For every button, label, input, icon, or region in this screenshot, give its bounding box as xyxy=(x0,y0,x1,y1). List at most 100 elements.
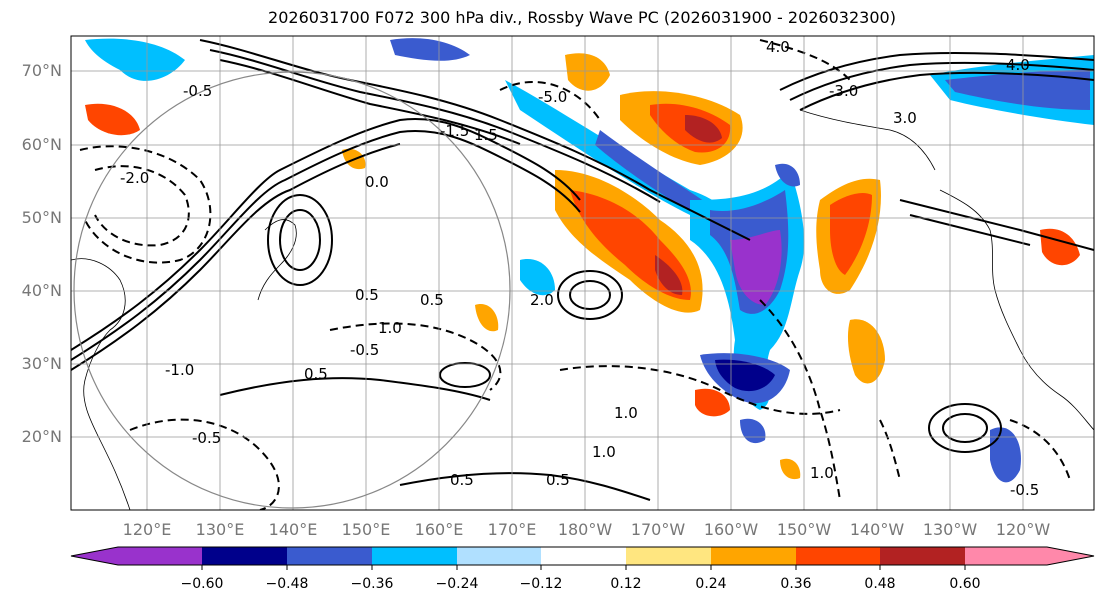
contour-cell-3 xyxy=(279,209,321,271)
colorbar-segment xyxy=(202,547,287,565)
contour-label: -0.5 xyxy=(192,429,221,447)
contour-label: -0.5 xyxy=(350,341,379,359)
coastline-alaska xyxy=(799,109,936,171)
lat-label-60n: 60°N xyxy=(21,135,62,154)
contour-cell-2 xyxy=(557,270,623,320)
colorbar-segment xyxy=(457,547,541,565)
colorbar-segment xyxy=(372,547,457,565)
lat-label-30n: 30°N xyxy=(21,354,62,373)
colorbar-ticks xyxy=(201,565,966,570)
positive-upper-ne xyxy=(565,53,610,91)
map-frame xyxy=(70,35,1095,511)
negative-se xyxy=(990,427,1021,483)
colorbar-segment xyxy=(965,547,1048,565)
colorbar-tick-label: 0.48 xyxy=(864,576,896,592)
lat-label-50n: 50°N xyxy=(21,208,62,227)
positive-east-core xyxy=(830,193,872,275)
positive-northwest xyxy=(85,103,140,136)
contour-label: 0.0 xyxy=(365,173,389,191)
colorbar-segment xyxy=(626,547,711,565)
contour-label: 1.0 xyxy=(810,464,834,482)
coastline-northamerica xyxy=(939,189,1094,431)
negative-northeast-core xyxy=(945,70,1090,110)
contour-labels: -0.5 0.5 -1.0 1.0 -1.5 1.5 -2.0 2.0 -3.0… xyxy=(120,38,1039,499)
negative-south-core xyxy=(715,359,775,392)
contour-label: 1.0 xyxy=(378,319,402,337)
dashed-contour-4 xyxy=(559,365,841,415)
negative-core-west xyxy=(595,130,710,220)
contour-label: -1.5 xyxy=(440,122,469,140)
lon-label-150e: 150°E xyxy=(341,520,391,539)
positive-west-ridge-max xyxy=(655,255,683,295)
dashed-contours xyxy=(79,39,1071,510)
positive-north-max xyxy=(685,115,722,143)
lat-label-20n: 20°N xyxy=(21,427,62,446)
contour-upper-east-2 xyxy=(789,61,1094,101)
dashed-contour-6 xyxy=(879,419,901,481)
colorbar-segment xyxy=(287,547,372,565)
contour-label: -0.5 xyxy=(1010,481,1039,499)
contour-label: 0.5 xyxy=(355,286,379,304)
colorbar-tick-label: −0.60 xyxy=(180,576,224,592)
contour-jet-2 xyxy=(71,130,581,361)
lon-label-140w: 140°W xyxy=(849,520,905,539)
lat-label-70n: 70°N xyxy=(21,61,62,80)
reference-circle xyxy=(73,71,511,509)
colorbar-outline xyxy=(70,546,1095,566)
positive-mid-east xyxy=(847,319,885,384)
colorbar xyxy=(70,546,1095,570)
lon-label-130w: 130°W xyxy=(922,520,978,539)
contour-cell-6 xyxy=(928,403,1002,453)
dashed-contour-8 xyxy=(499,81,601,121)
dashed-contour-3 xyxy=(329,322,502,391)
dashed-contour-7 xyxy=(129,418,280,510)
contour-label: 4.0 xyxy=(1006,56,1030,74)
positive-southeast xyxy=(695,388,730,417)
map-title: 2026031700 F072 300 hPa div., Rossby Wav… xyxy=(268,8,896,27)
contour-east-1 xyxy=(899,199,1094,251)
map-area: -0.5 0.5 -1.0 1.0 -1.5 1.5 -2.0 2.0 -3.0… xyxy=(71,36,1094,510)
contour-label: 1.0 xyxy=(592,443,616,461)
negative-west xyxy=(520,259,555,296)
contour-label: -2.0 xyxy=(120,169,149,187)
contour-cell-5 xyxy=(942,413,988,443)
colorbar-tick-label: −0.36 xyxy=(350,576,394,592)
colorbar-tick-label: −0.12 xyxy=(519,576,563,592)
contour-cell-7 xyxy=(439,362,491,388)
lon-label-180w: 180°W xyxy=(557,520,613,539)
lon-label-120w: 120°W xyxy=(995,520,1051,539)
graticule xyxy=(71,36,1094,510)
contour-cell-4 xyxy=(267,194,333,286)
contour-south-1 xyxy=(219,377,491,401)
contour-label: 0.5 xyxy=(450,471,474,489)
colorbar-tick-label: 0.60 xyxy=(949,576,981,592)
dashed-contour-2 xyxy=(94,165,190,247)
lon-label-140e: 140°E xyxy=(268,520,318,539)
dashed-contour-10 xyxy=(1009,419,1071,481)
colorbar-extend-left xyxy=(71,547,118,565)
colorbar-segment xyxy=(541,547,626,565)
contour-label: 1.5 xyxy=(474,126,498,144)
contour-upper-east-1 xyxy=(779,51,1094,91)
contour-label: -0.5 xyxy=(183,82,212,100)
negative-trough-max xyxy=(730,230,782,305)
contour-label: -1.0 xyxy=(165,361,194,379)
colorbar-extend-right xyxy=(1047,547,1094,565)
contour-label: 2.0 xyxy=(530,291,554,309)
lon-label-120e: 120°E xyxy=(122,520,172,539)
negative-north-center xyxy=(390,38,470,61)
dashed-contour-9 xyxy=(759,39,851,81)
lon-label-160e: 160°E xyxy=(414,520,464,539)
lon-label-160w: 160°W xyxy=(703,520,759,539)
contour-label: 3.0 xyxy=(893,109,917,127)
contour-label: 4.0 xyxy=(766,38,790,56)
lat-label-40n: 40°N xyxy=(21,281,62,300)
contour-label: 0.5 xyxy=(546,471,570,489)
coastline-asia xyxy=(71,258,131,510)
contour-label: 1.0 xyxy=(614,404,638,422)
contour-label: 0.5 xyxy=(304,365,328,383)
lon-label-150w: 150°W xyxy=(776,520,832,539)
contour-jet-3 xyxy=(71,143,401,371)
contour-label: -3.0 xyxy=(829,82,858,100)
